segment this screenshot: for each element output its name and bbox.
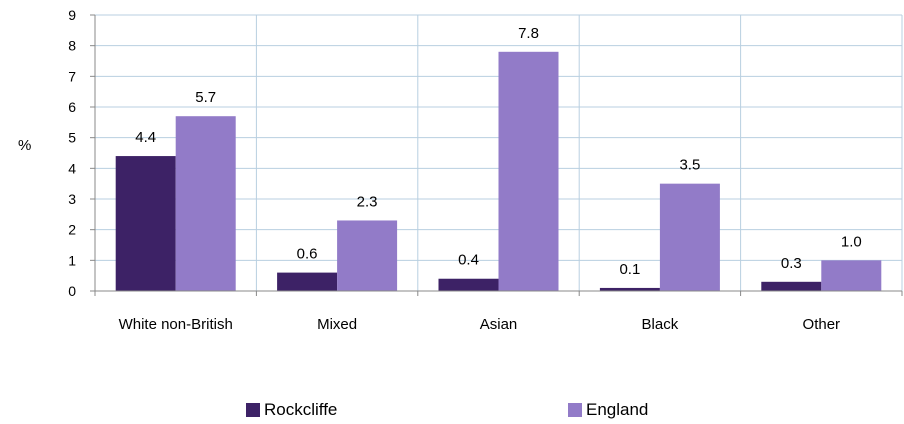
bar-rockcliffe-3 (599, 287, 660, 291)
category-label: Asian (480, 316, 518, 333)
data-label: 0.1 (619, 261, 640, 278)
data-label: 4.4 (135, 129, 156, 146)
data-label: 0.4 (458, 252, 479, 269)
y-tick-label: 0 (68, 283, 76, 299)
y-tick-labels: 0 1 2 3 4 5 6 7 8 9 (68, 7, 76, 299)
category-label: Black (642, 316, 679, 333)
category-label: Other (803, 316, 841, 333)
data-label: 1.0 (841, 233, 862, 250)
data-label: 3.5 (679, 157, 700, 174)
y-tick-label: 2 (68, 222, 76, 238)
bar-rockcliffe-1 (277, 272, 338, 291)
data-labels: 4.4 5.7 0.6 2.3 0.4 7.8 0.1 3.5 0.3 1.0 (135, 25, 861, 278)
data-label: 7.8 (518, 25, 539, 42)
bar-england-1 (337, 220, 398, 291)
data-label: 5.7 (195, 89, 216, 106)
bars (115, 51, 882, 291)
legend-swatch-england (568, 403, 582, 417)
legend-item-england: England (568, 400, 648, 420)
legend-label-rockcliffe: Rockcliffe (264, 400, 338, 419)
bar-chart: 0 1 2 3 4 5 6 7 8 9 White non-British Mixed Asian Bl… (18, 7, 903, 333)
bar-england-3 (659, 183, 720, 291)
data-label: 0.6 (297, 246, 318, 263)
y-tick-label: 4 (68, 160, 76, 176)
y-tick-label: 9 (68, 7, 76, 23)
axes (90, 14, 903, 296)
y-tick-label: 8 (68, 38, 76, 54)
y-tick-label: 3 (68, 191, 76, 207)
bar-england-0 (175, 116, 236, 291)
bar-rockcliffe-4 (761, 281, 822, 291)
bar-rockcliffe-0 (115, 156, 176, 291)
y-tick-label: 1 (68, 252, 76, 268)
legend-label-england: England (586, 400, 649, 419)
data-label: 2.3 (357, 193, 378, 210)
category-labels: White non-British Mixed Asian Black Other (119, 316, 840, 333)
category-label: Mixed (317, 316, 357, 333)
bar-rockcliffe-2 (438, 278, 499, 291)
category-label: White non-British (119, 316, 233, 333)
y-axis-label: % (18, 137, 31, 154)
y-tick-label: 6 (68, 99, 76, 115)
y-tick-label: 7 (68, 68, 76, 84)
bar-england-4 (821, 260, 882, 291)
legend-swatch-rockcliffe (246, 403, 260, 417)
data-label: 0.3 (781, 255, 802, 272)
legend-item-rockcliffe: Rockcliffe (246, 400, 337, 420)
bar-england-2 (498, 51, 559, 291)
y-tick-label: 5 (68, 130, 76, 146)
